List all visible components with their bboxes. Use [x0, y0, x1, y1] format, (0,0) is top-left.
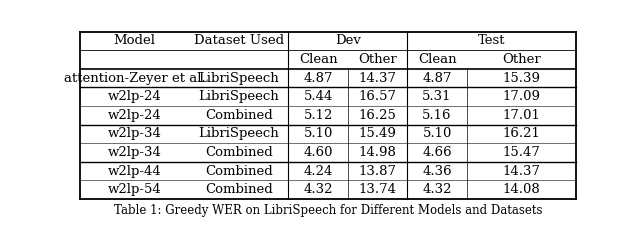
Text: 5.12: 5.12 — [303, 109, 333, 122]
Text: 13.87: 13.87 — [358, 165, 397, 178]
Text: 15.47: 15.47 — [502, 146, 540, 159]
Text: Clean: Clean — [418, 53, 456, 66]
Text: 14.37: 14.37 — [502, 165, 540, 178]
Text: Dev: Dev — [335, 34, 361, 47]
Text: 14.08: 14.08 — [502, 183, 540, 196]
Text: Combined: Combined — [205, 146, 273, 159]
Text: 4.87: 4.87 — [422, 72, 452, 84]
Text: Test: Test — [478, 34, 506, 47]
Text: 4.32: 4.32 — [303, 183, 333, 196]
Text: 16.57: 16.57 — [358, 90, 397, 103]
Text: attention-Zeyer et al.: attention-Zeyer et al. — [64, 72, 205, 84]
Text: 17.09: 17.09 — [502, 90, 540, 103]
Text: Other: Other — [358, 53, 397, 66]
Text: 4.32: 4.32 — [422, 183, 452, 196]
Text: 13.74: 13.74 — [358, 183, 397, 196]
Text: Combined: Combined — [205, 165, 273, 178]
Text: 4.36: 4.36 — [422, 165, 452, 178]
Text: 15.39: 15.39 — [502, 72, 540, 84]
Text: Combined: Combined — [205, 109, 273, 122]
Text: 5.16: 5.16 — [422, 109, 452, 122]
Text: Model: Model — [113, 34, 156, 47]
Text: w2lp-34: w2lp-34 — [108, 146, 161, 159]
Text: 15.49: 15.49 — [358, 127, 397, 140]
Text: LibriSpeech: LibriSpeech — [198, 127, 279, 140]
Text: Table 1: Greedy WER on LibriSpeech for Different Models and Datasets: Table 1: Greedy WER on LibriSpeech for D… — [114, 204, 542, 217]
Text: 14.37: 14.37 — [358, 72, 397, 84]
Text: 4.60: 4.60 — [303, 146, 333, 159]
Text: w2lp-34: w2lp-34 — [108, 127, 161, 140]
Text: Other: Other — [502, 53, 541, 66]
Text: 14.98: 14.98 — [358, 146, 397, 159]
Text: 4.66: 4.66 — [422, 146, 452, 159]
Text: 16.25: 16.25 — [358, 109, 397, 122]
Text: w2lp-54: w2lp-54 — [108, 183, 161, 196]
Text: 17.01: 17.01 — [502, 109, 540, 122]
Text: 4.87: 4.87 — [303, 72, 333, 84]
Text: LibriSpeech: LibriSpeech — [198, 90, 279, 103]
Text: 5.10: 5.10 — [422, 127, 452, 140]
Text: w2lp-44: w2lp-44 — [108, 165, 161, 178]
Text: 5.44: 5.44 — [303, 90, 333, 103]
Text: w2lp-24: w2lp-24 — [108, 90, 161, 103]
Text: 16.21: 16.21 — [502, 127, 540, 140]
Text: w2lp-24: w2lp-24 — [108, 109, 161, 122]
Text: 4.24: 4.24 — [303, 165, 333, 178]
Text: Dataset Used: Dataset Used — [194, 34, 284, 47]
Text: Clean: Clean — [299, 53, 337, 66]
Text: 5.10: 5.10 — [303, 127, 333, 140]
Text: Combined: Combined — [205, 183, 273, 196]
Text: LibriSpeech: LibriSpeech — [198, 72, 279, 84]
Text: 5.31: 5.31 — [422, 90, 452, 103]
